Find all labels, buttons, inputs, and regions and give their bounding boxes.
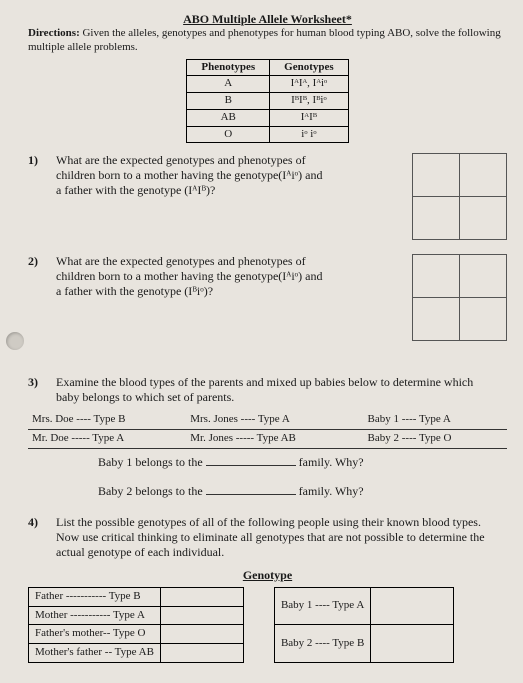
baby2-prefix: Baby 2 belongs to the	[98, 484, 203, 498]
question-text: List the possible genotypes of all of th…	[56, 515, 507, 560]
question-number: 4)	[28, 515, 56, 530]
blank-line	[206, 482, 296, 495]
question-number: 3)	[28, 375, 56, 390]
table-cell: AB	[187, 109, 270, 126]
phenotype-genotype-table: Phenotypes Genotypes AIᴬIᴬ, Iᴬiᵒ BIᴮIᴮ, …	[186, 59, 348, 144]
question-text: What are the expected genotypes and phen…	[56, 153, 334, 198]
table-cell: B	[187, 93, 270, 110]
directions-text: Given the alleles, genotypes and phenoty…	[28, 27, 501, 53]
table-cell: IᴬIᴮ	[270, 109, 349, 126]
table-cell: Father ----------- Type B	[29, 587, 161, 606]
table-cell: Baby 1 ---- Type A	[364, 411, 507, 429]
table-cell: IᴬIᴬ, Iᴬiᵒ	[270, 76, 349, 93]
directions: Directions: Given the alleles, genotypes…	[28, 27, 507, 55]
q4-tables: Father ----------- Type B Mother -------…	[28, 587, 507, 663]
baby1-belongs: Baby 1 belongs to the family. Why?	[98, 453, 507, 470]
question-2: 2) What are the expected genotypes and p…	[28, 254, 507, 341]
table-cell: Baby 1 ---- Type A	[274, 587, 370, 625]
baby2-belongs: Baby 2 belongs to the family. Why?	[98, 482, 507, 499]
table-cell: Mrs. Jones ---- Type A	[186, 411, 363, 429]
table-cell: Baby 2 ---- Type B	[274, 625, 370, 663]
baby1-prefix: Baby 1 belongs to the	[98, 455, 203, 469]
table-cell: IᴮIᴮ, Iᴮiᵒ	[270, 93, 349, 110]
baby1-suffix: family. Why?	[299, 455, 364, 469]
question-4: 4) List the possible genotypes of all of…	[28, 515, 507, 560]
table-cell: Mrs. Doe ---- Type B	[28, 411, 186, 429]
table-cell: iᵒ iᵒ	[270, 126, 349, 143]
binder-hole	[6, 332, 24, 350]
question-text: What are the expected genotypes and phen…	[56, 254, 334, 299]
table-cell: A	[187, 76, 270, 93]
parents-babies-table: Mrs. Doe ---- Type B Mrs. Jones ---- Typ…	[28, 411, 507, 449]
baby2-suffix: family. Why?	[299, 484, 364, 498]
blank-line	[206, 453, 296, 466]
table-cell: Mother ----------- Type A	[29, 606, 161, 625]
punnett-square	[412, 254, 507, 341]
question-1: 1) What are the expected genotypes and p…	[28, 153, 507, 240]
table-cell: O	[187, 126, 270, 143]
genotype-header: Genotype	[28, 568, 507, 583]
table-cell: Father's mother-- Type O	[29, 625, 161, 644]
punnett-square	[412, 153, 507, 240]
table-header: Genotypes	[270, 59, 349, 76]
question-text: Examine the blood types of the parents a…	[56, 375, 507, 405]
q4-left-table: Father ----------- Type B Mother -------…	[28, 587, 244, 663]
table-cell: Mother's father -- Type AB	[29, 644, 161, 663]
table-cell: Mr. Jones ----- Type AB	[186, 430, 363, 449]
q4-right-table: Baby 1 ---- Type A Baby 2 ---- Type B	[274, 587, 454, 663]
table-cell: Mr. Doe ----- Type A	[28, 430, 186, 449]
directions-label: Directions:	[28, 27, 80, 39]
question-number: 2)	[28, 254, 56, 269]
worksheet-title: ABO Multiple Allele Worksheet*	[28, 12, 507, 27]
table-cell: Baby 2 ---- Type O	[364, 430, 507, 449]
question-number: 1)	[28, 153, 56, 168]
table-header: Phenotypes	[187, 59, 270, 76]
question-3: 3) Examine the blood types of the parent…	[28, 375, 507, 405]
